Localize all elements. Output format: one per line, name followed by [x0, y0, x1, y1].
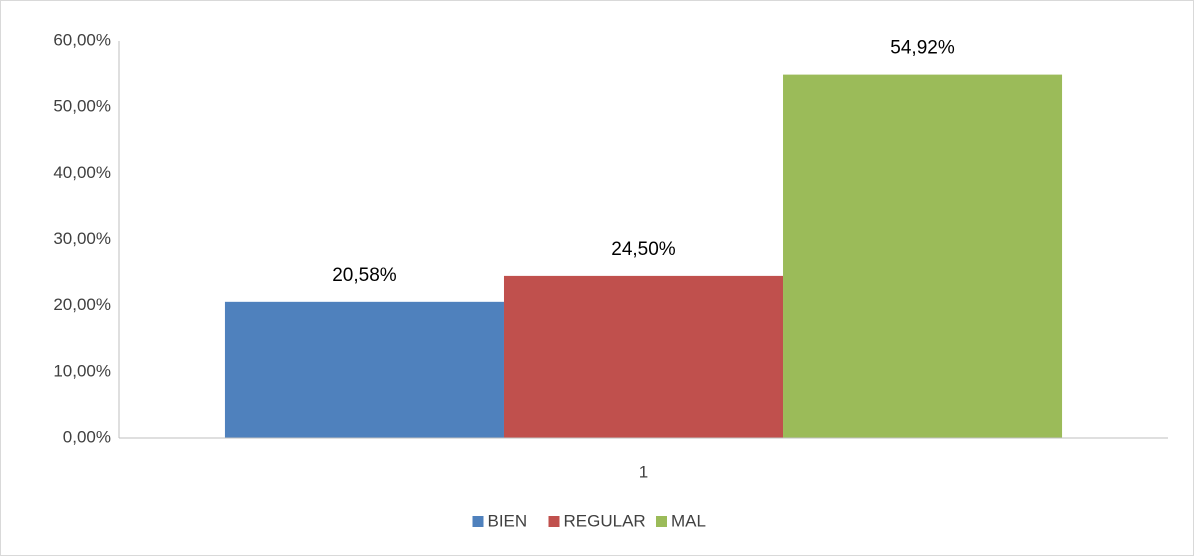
y-tick-label: 60,00%: [53, 30, 111, 49]
legend-swatch: [472, 516, 484, 527]
legend-label: MAL: [671, 511, 706, 530]
legend-label: REGULAR: [564, 511, 646, 530]
y-tick-label: 50,00%: [53, 97, 111, 116]
legend-swatch: [548, 516, 560, 527]
data-label: 54,92%: [890, 38, 955, 59]
legend-swatch: [656, 516, 667, 527]
y-tick-label: 10,00%: [53, 361, 111, 380]
y-tick-label: 20,00%: [53, 295, 111, 314]
y-tick-label: 40,00%: [53, 163, 111, 182]
data-label: 24,50%: [611, 239, 676, 260]
data-label: 20,58%: [332, 265, 397, 286]
legend-label: BIEN: [488, 511, 528, 530]
x-tick-label: 1: [639, 462, 648, 481]
bar: [783, 74, 1063, 438]
y-tick-label: 30,00%: [53, 229, 111, 248]
y-tick-label: 0,00%: [63, 427, 111, 446]
bar: [224, 301, 504, 438]
bar: [503, 275, 784, 438]
